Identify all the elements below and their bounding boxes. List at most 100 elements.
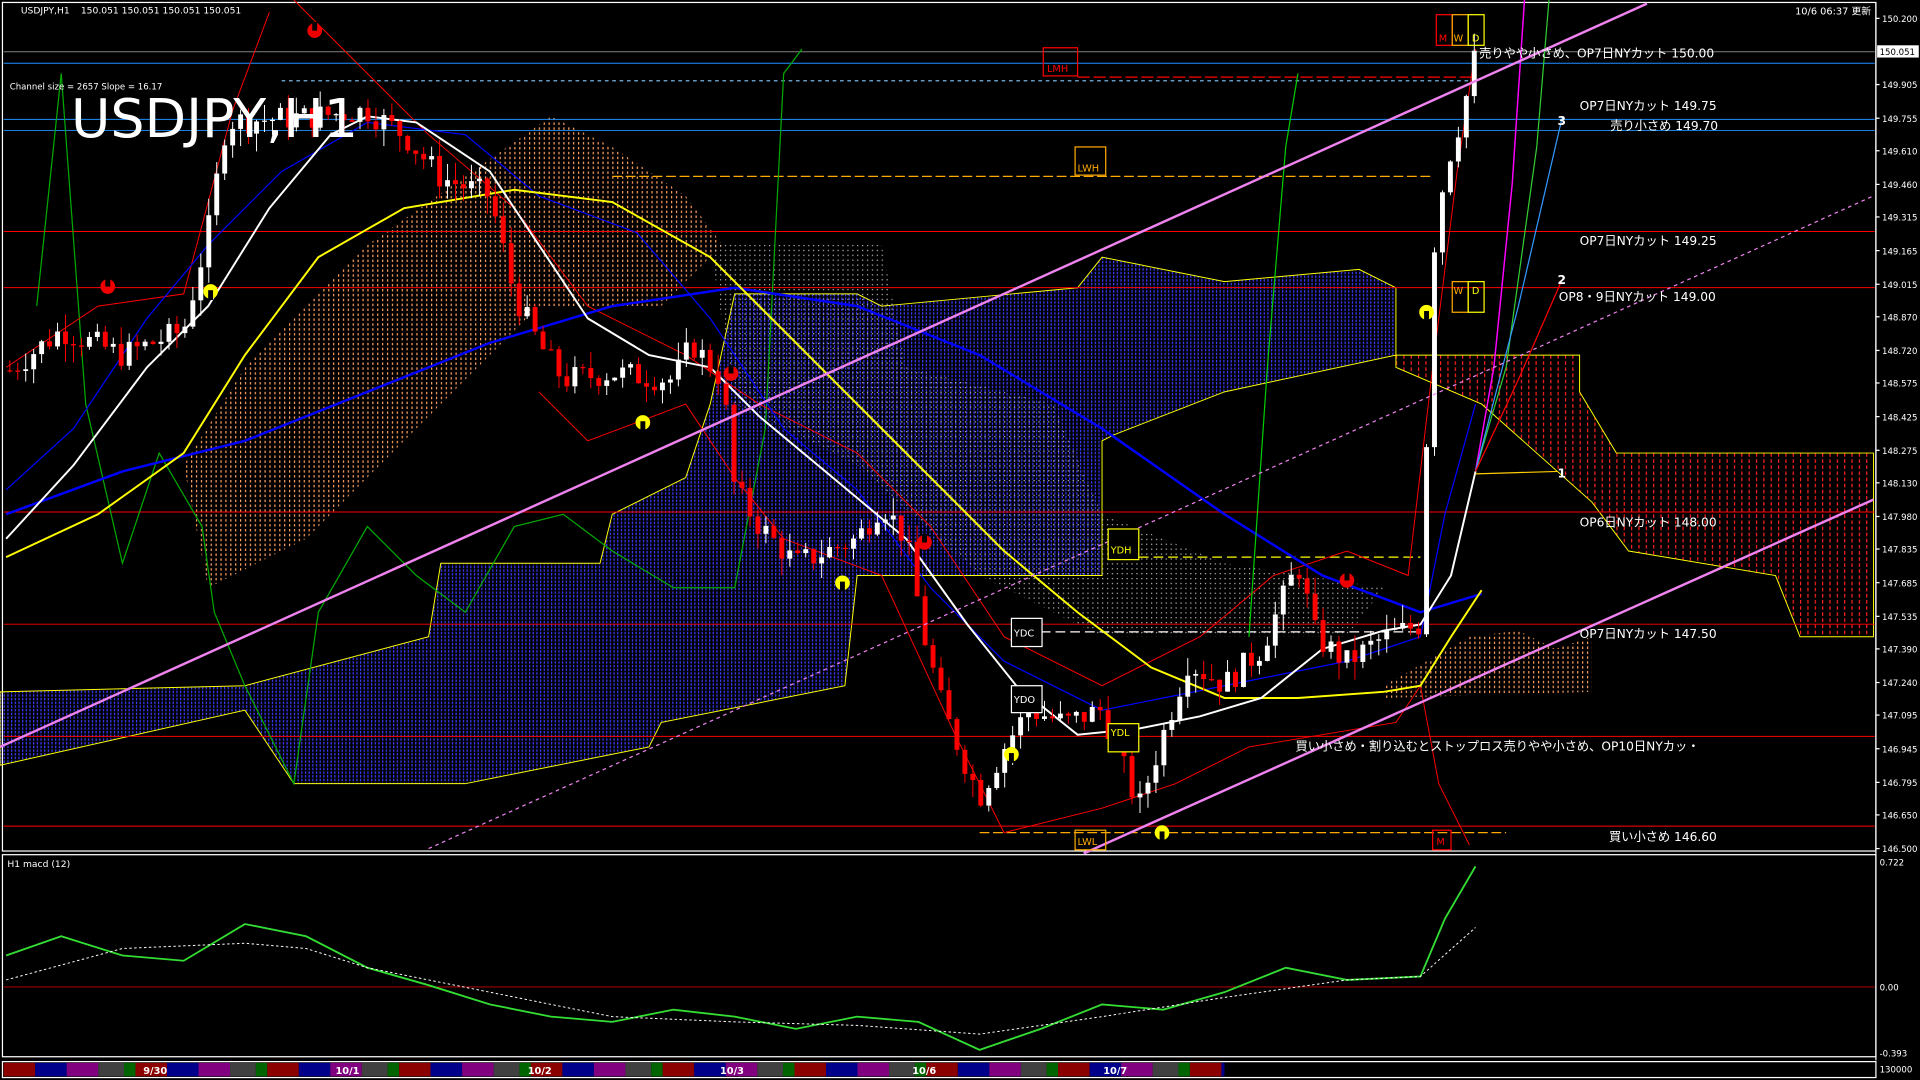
candle-bull — [1018, 717, 1024, 736]
session-segment — [783, 1062, 795, 1077]
candle-bull — [198, 267, 204, 301]
price-tick-label: 149.610 — [1882, 147, 1917, 157]
candle-bear — [1352, 650, 1358, 662]
candle-bull — [206, 215, 212, 268]
price-tick-label: 148.575 — [1882, 380, 1917, 390]
date-label: 9/30 — [143, 1066, 167, 1077]
green-rise-line — [1248, 73, 1299, 637]
candle-bear — [906, 540, 912, 543]
price-tick-label: 147.095 — [1882, 712, 1917, 722]
macd-lines — [5, 865, 1477, 1051]
fan-labels: 1 2 3 — [1558, 114, 1567, 481]
candle-bear — [835, 546, 840, 549]
session-segment — [857, 1062, 890, 1077]
session-segment — [66, 1062, 99, 1077]
candle-bull — [1185, 675, 1191, 697]
kijun-line — [5, 121, 1477, 711]
candle-bear — [715, 371, 721, 384]
down-arrow-icon-notch — [922, 533, 927, 543]
candle-bear — [1081, 711, 1087, 722]
candle-bear — [508, 243, 514, 284]
up-arrow-icon-notch — [208, 290, 214, 300]
candle-bear — [174, 323, 180, 334]
fan-label-3: 3 — [1558, 114, 1567, 128]
candle-bear — [691, 342, 697, 358]
macd-axis-zero: 0.00 — [1880, 984, 1899, 994]
candle-bear — [309, 108, 315, 128]
date-bar — [1, 1061, 1877, 1079]
candle-bull — [31, 354, 37, 370]
candle-bull — [357, 107, 363, 122]
candle-bear — [1217, 679, 1223, 692]
candle-bull — [230, 128, 236, 146]
macd-pane[interactable] — [1, 854, 1877, 1058]
candle-bear — [811, 549, 817, 564]
date-label: 10/7 — [1103, 1066, 1127, 1077]
candle-bull — [1455, 137, 1461, 162]
candle-bear — [1201, 673, 1207, 680]
chikou-line — [36, 48, 803, 786]
candle-bull — [270, 119, 275, 122]
candle-bull — [381, 115, 387, 130]
candle-bull — [1280, 585, 1286, 615]
candle-bull — [39, 341, 45, 355]
annotation-149-00: OP8・9日NYカット 149.00 — [1559, 290, 1716, 304]
session-segment — [361, 1062, 388, 1077]
candle-bull — [1368, 640, 1374, 645]
session-segment — [519, 1062, 531, 1077]
date-label: 10/1 — [336, 1066, 360, 1077]
candle-bull — [1440, 192, 1445, 253]
candle-bear — [978, 780, 984, 806]
candle-bull — [293, 113, 299, 128]
candle-bull — [667, 379, 673, 383]
future-cloud — [1395, 354, 1874, 638]
price-tick-label: 148.130 — [1882, 480, 1917, 490]
candle-bull — [110, 343, 116, 347]
candle-bear — [1416, 628, 1422, 635]
macd-label: H1 macd (12) — [7, 859, 70, 870]
symbol-header: USDJPY,H1 — [21, 5, 70, 16]
candle-bull — [429, 156, 435, 160]
candle-bull — [882, 519, 888, 523]
candle-bull — [333, 114, 339, 116]
candle-bull — [1153, 765, 1159, 783]
candle-bull — [214, 173, 220, 216]
candle-bull — [1432, 252, 1437, 448]
candle-bear — [644, 383, 649, 387]
box-lwh: LWH — [1078, 163, 1100, 174]
box-ydh: YDH — [1110, 545, 1132, 556]
candle-bear — [540, 331, 546, 350]
session-segment — [1121, 1062, 1153, 1077]
candle-bear — [246, 114, 252, 134]
annotation-149-75: OP7日NYカット 149.75 — [1580, 99, 1717, 113]
ma-fast — [5, 115, 1477, 736]
candle-bear — [1050, 716, 1055, 719]
candle-bear — [795, 550, 801, 554]
annotation-147-50: OP7日NYカット 147.50 — [1580, 627, 1717, 641]
candle-bear — [1034, 710, 1039, 719]
session-segment — [530, 1062, 563, 1077]
session-segment — [1152, 1062, 1179, 1077]
session-segment — [794, 1062, 827, 1077]
candle-bull — [476, 178, 482, 182]
price-axis[interactable]: 150.200 149.905 149.755 149.610 149.460 149.3… — [1875, 15, 1918, 855]
candle-bear — [1336, 641, 1342, 663]
price-tick-label: 146.650 — [1882, 812, 1917, 822]
price-tick-label: 147.390 — [1882, 646, 1917, 656]
candle-bull — [94, 331, 100, 337]
candle-bull — [1002, 749, 1008, 773]
candle-bull — [858, 528, 864, 539]
candle-bear — [580, 367, 586, 369]
box-ydl: YDL — [1110, 728, 1131, 739]
level-boxes: M W D W D LMH LWH YDH YDC YDO YDL LWL M — [1010, 14, 1485, 851]
session-segment — [255, 1062, 268, 1077]
candle-bear — [134, 341, 140, 347]
session-segment — [989, 1062, 1021, 1077]
candle-bull — [675, 359, 681, 380]
up-arrow-icon-notch — [840, 581, 845, 592]
candle-bull — [1225, 671, 1230, 692]
candle-bull — [1169, 720, 1175, 730]
macd-main-line — [5, 865, 1477, 1051]
box-ydo: YDO — [1013, 695, 1036, 706]
